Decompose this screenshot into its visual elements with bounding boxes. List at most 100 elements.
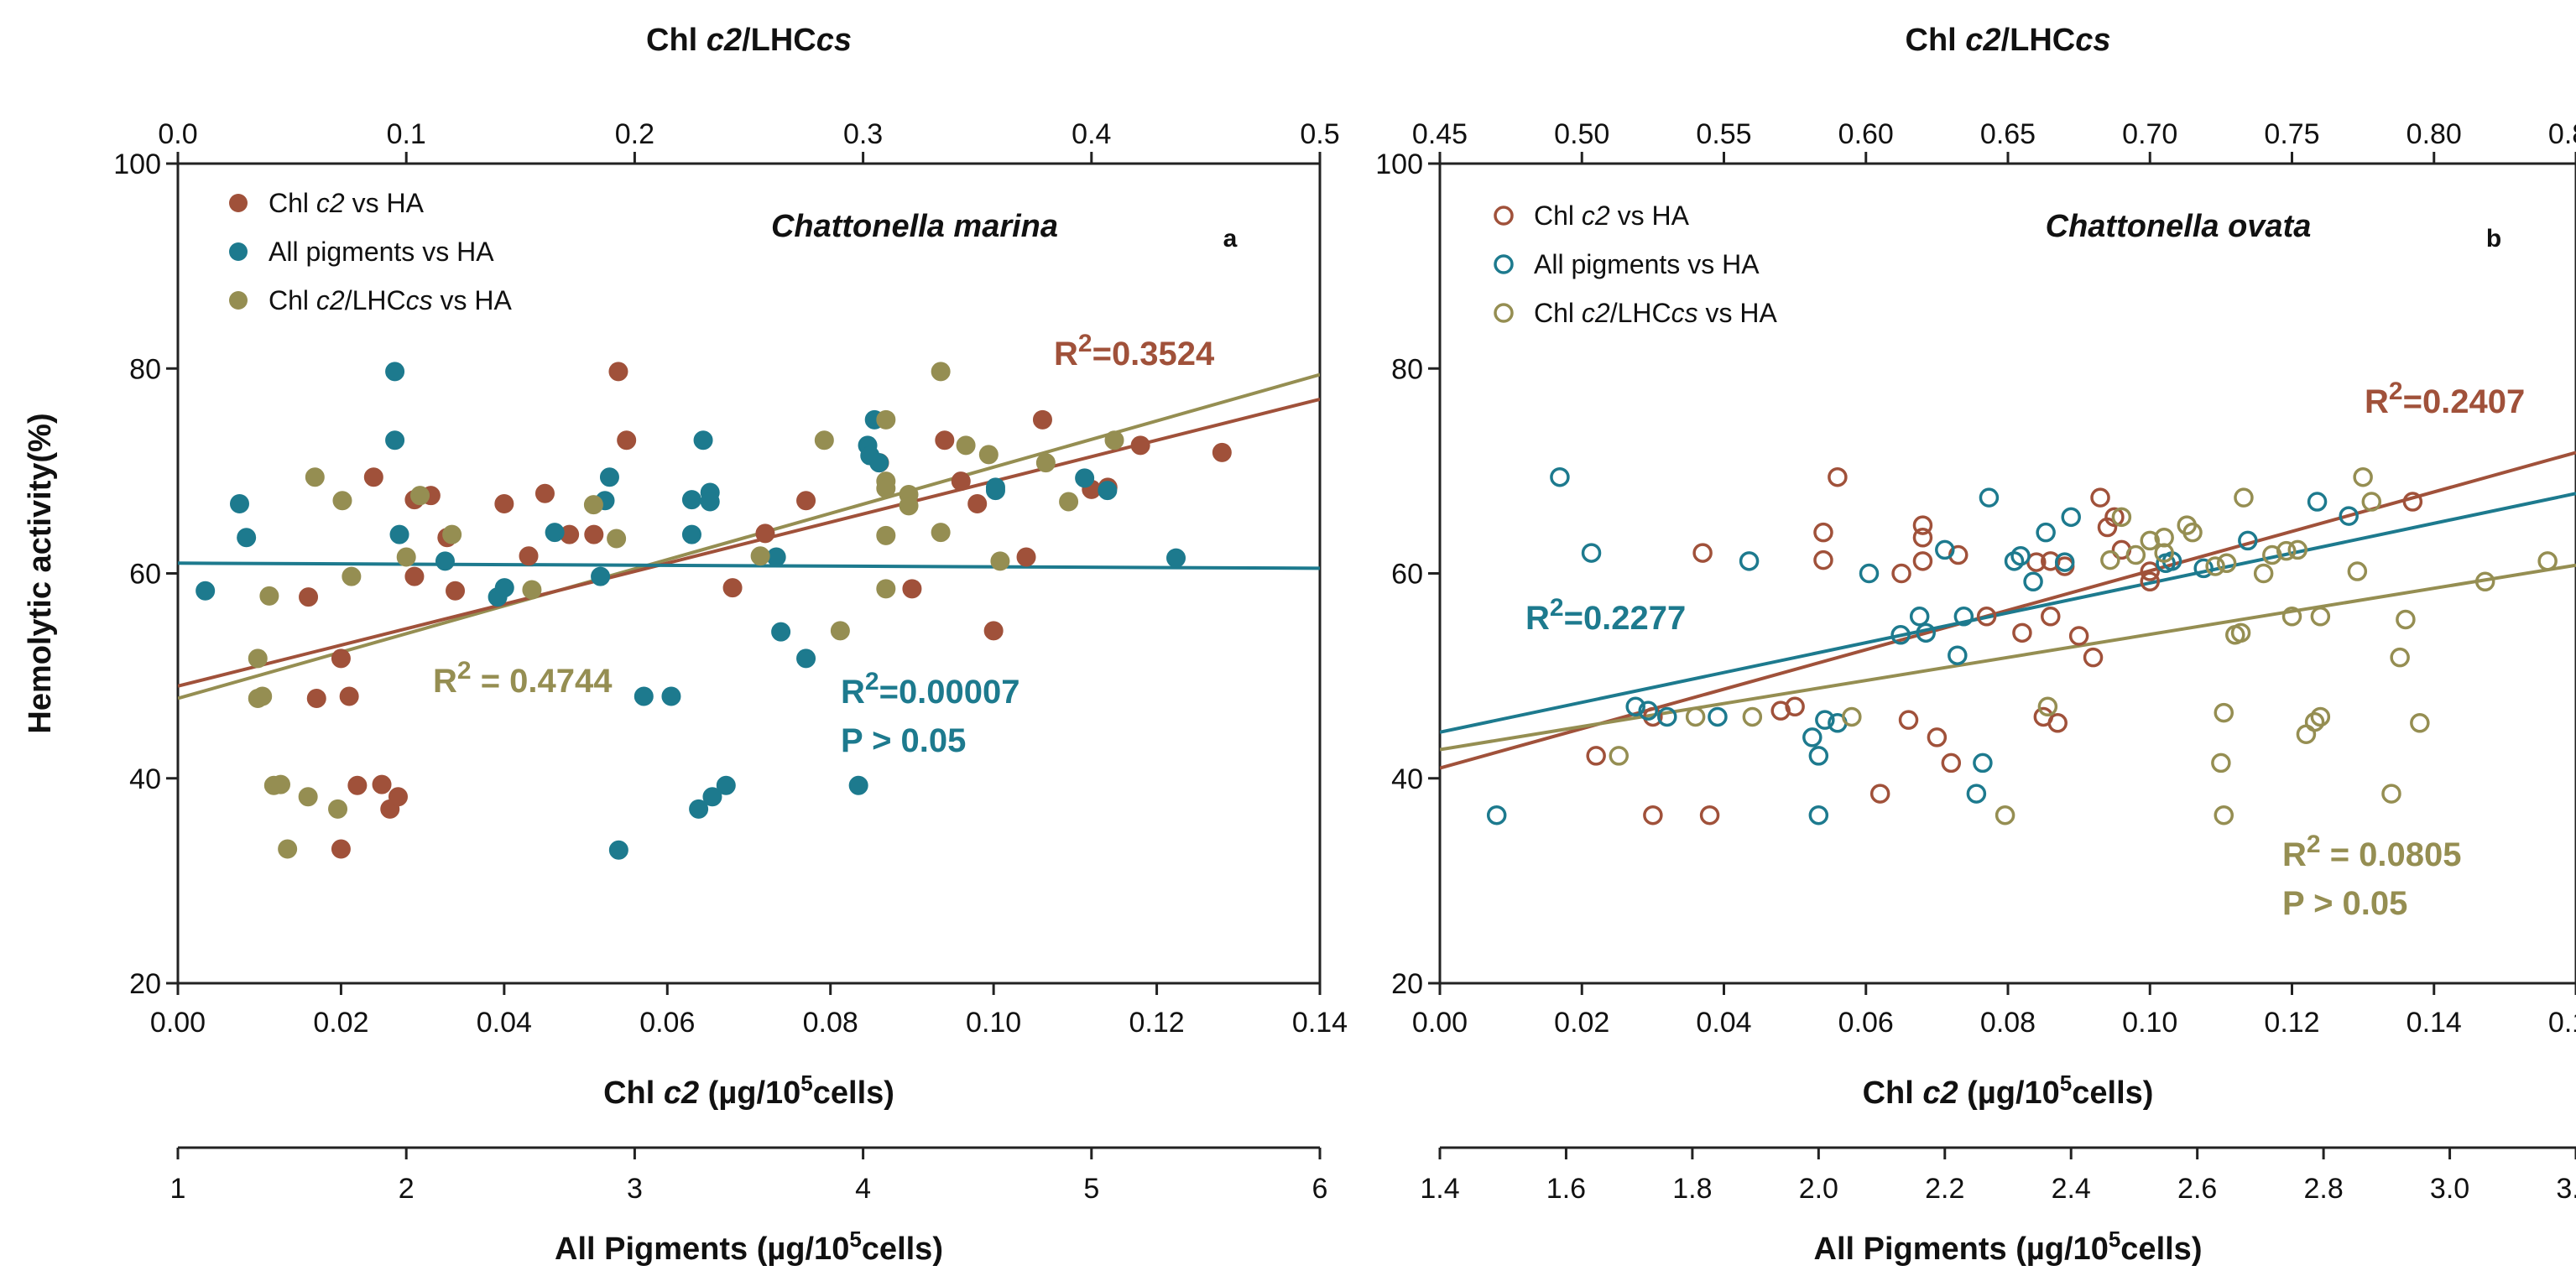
x-top-tick-label: 0.80 (2407, 118, 2462, 150)
data-point (1104, 430, 1124, 451)
legend-text: vs HA (1610, 201, 1690, 231)
x-bottom-title-part: cells) (2072, 1075, 2153, 1111)
y-tick-label: 80 (1391, 353, 1423, 385)
data-point (1708, 706, 1728, 727)
annotation-text: =0.2277 (1564, 600, 1687, 637)
data-point (1808, 805, 1829, 825)
data-point (1059, 492, 1079, 512)
x-bottom-tick-label: 0.02 (1554, 1007, 1609, 1039)
x-bottom-tick-label: 0.00 (1412, 1007, 1468, 1039)
data-point (693, 430, 713, 451)
data-point (253, 686, 273, 706)
y-tick-label: 60 (129, 559, 161, 591)
data-point (617, 430, 637, 451)
x-top-tick-label: 0.4 (1072, 118, 1111, 150)
x-extra-title-part: 5 (2109, 1227, 2120, 1252)
p-value-annotation: P > 0.05 (2282, 885, 2407, 922)
data-point (956, 435, 976, 456)
data-point (2287, 539, 2308, 560)
data-point (1212, 442, 1232, 462)
data-point (814, 430, 834, 451)
legend-text: vs HA (345, 188, 425, 218)
x-top-tick-label: 0.60 (1838, 118, 1894, 150)
data-point (1935, 539, 1955, 560)
data-point (876, 409, 896, 430)
x-extra-tick-label: 2.8 (2303, 1173, 2343, 1205)
data-point (983, 621, 1004, 641)
data-point (599, 467, 619, 487)
x-bottom-tick-label: 0.06 (639, 1007, 695, 1039)
data-point (385, 430, 405, 451)
legend-marker (1494, 254, 1514, 274)
data-point (1869, 784, 1890, 804)
data-point (2125, 544, 2146, 565)
x-top-tick-label: 0.1 (387, 118, 426, 150)
data-point (935, 430, 955, 451)
series-2 (248, 362, 1124, 859)
data-point (1813, 549, 1833, 570)
data-point (716, 775, 736, 795)
x-extra-tick-label: 2.0 (1799, 1173, 1838, 1205)
x-extra-tick-label: 1.4 (1420, 1173, 1459, 1205)
y-tick-label: 80 (129, 353, 161, 385)
r-squared-annotation: R2=0.2277 (1525, 594, 1686, 638)
data-point (2140, 571, 2160, 592)
x-extra-tick-label: 2 (399, 1173, 415, 1205)
x-top-title-part: Chl (646, 23, 707, 58)
x-extra-tick-label: 2.4 (2052, 1173, 2091, 1205)
data-point (1912, 515, 1933, 535)
x-top-title-part: Chl (1906, 23, 1966, 58)
legend-text: cs (1671, 298, 1698, 328)
x-bottom-tick-label: 0.12 (2264, 1007, 2319, 1039)
x-extra-title-part: cells) (862, 1232, 943, 1267)
data-point (1550, 466, 1570, 487)
series-0 (1586, 466, 2423, 825)
r-squared-annotation: R2=0.00007 (841, 668, 1020, 711)
x-top-tick-label: 0.75 (2264, 118, 2319, 150)
data-point (1625, 696, 1645, 717)
data-point (2140, 561, 2160, 581)
data-point (2041, 607, 2061, 627)
data-point (2068, 626, 2089, 646)
data-point (2410, 713, 2430, 733)
data-point (1948, 645, 1968, 665)
x-bottom-tick-label: 0.10 (966, 1007, 1021, 1039)
data-point (830, 621, 850, 641)
data-point (2193, 558, 2214, 579)
p-value-annotation: P > 0.05 (841, 722, 966, 759)
data-point (608, 840, 628, 860)
x-extra-title-part: 5 (849, 1227, 861, 1252)
data-point (2083, 647, 2104, 668)
data-point (591, 566, 611, 586)
data-point (702, 787, 722, 807)
y-tick-label: 100 (113, 148, 161, 180)
data-point (2061, 507, 2081, 528)
data-point (1927, 727, 1948, 747)
data-point (522, 580, 542, 600)
x-bottom-tick-label: 0.08 (1980, 1007, 2036, 1039)
data-point (902, 579, 922, 599)
data-point (2012, 622, 2032, 643)
legend-text: vs HA (1698, 298, 1778, 328)
y-tick-label: 40 (129, 763, 161, 795)
data-point (332, 491, 352, 511)
legend-text: vs HA (433, 285, 513, 315)
annotation-text: = 0.4744 (472, 663, 613, 700)
data-point (1941, 753, 1962, 773)
data-point (1842, 706, 1862, 727)
data-point (2104, 507, 2125, 528)
x-bottom-axis-title: Chl c2 (µg/105cells) (603, 1070, 894, 1111)
annotation-text: R (2282, 836, 2307, 873)
data-point (1859, 563, 1880, 584)
x-extra-tick-label: 6 (1312, 1173, 1328, 1205)
x-top-tick-label: 0.85 (2548, 118, 2576, 150)
x-top-tick-label: 0.3 (843, 118, 883, 150)
x-top-tick-label: 0.50 (1554, 118, 1609, 150)
data-point (634, 686, 654, 706)
annotation-text: 2 (2307, 831, 2321, 858)
data-point (2353, 466, 2373, 487)
data-point (339, 686, 359, 706)
data-point (1075, 468, 1095, 488)
data-point (869, 453, 889, 473)
